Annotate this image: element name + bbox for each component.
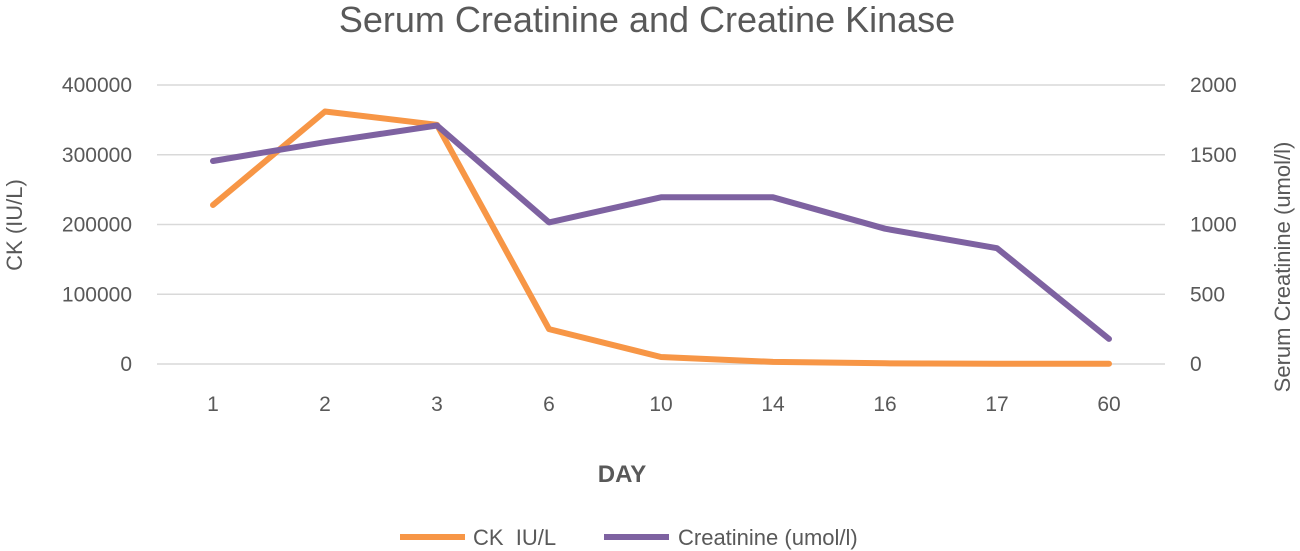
left-axis-label: CK (IU/L) [2, 179, 27, 271]
series-lines [210, 108, 1112, 367]
y-tick-label-left: 200000 [62, 214, 132, 237]
y-tick-label-left: 100000 [62, 283, 132, 306]
legend: CK IU/L Creatinine (umol/l) [400, 525, 858, 550]
y-tick-label-right: 2000 [1190, 74, 1237, 97]
y-tick-label-left: 0 [120, 353, 132, 376]
x-tick-label: 1 [207, 393, 219, 416]
left-y-axis-ticks: 0 100000 200000 300000 400000 [62, 74, 132, 376]
x-tick-label: 10 [649, 393, 672, 416]
x-tick-label: 6 [543, 393, 555, 416]
x-axis-label: DAY [598, 461, 646, 488]
y-tick-label-right: 0 [1190, 353, 1202, 376]
chart-title: Serum Creatinine and Creatine Kinase [339, 0, 955, 40]
x-tick-label: 60 [1097, 393, 1120, 416]
right-y-axis-ticks: 0 500 1000 1500 2000 [1190, 74, 1237, 376]
x-axis-ticks: 1 2 3 6 10 14 16 17 60 [207, 393, 1121, 416]
right-axis-label: Serum Creatinine (umol/l) [1270, 142, 1295, 393]
legend-label-creatinine: Creatinine (umol/l) [678, 525, 858, 550]
series-line-creatinine [210, 122, 1112, 342]
x-tick-label: 2 [319, 393, 331, 416]
x-tick-label: 17 [985, 393, 1008, 416]
x-tick-label: 3 [431, 393, 443, 416]
y-tick-label-right: 500 [1190, 283, 1225, 306]
legend-label-ck: CK IU/L [473, 525, 556, 550]
y-tick-label-right: 1500 [1190, 144, 1237, 167]
x-tick-label: 16 [873, 393, 896, 416]
series-line-ck [210, 108, 1112, 367]
y-tick-label-right: 1000 [1190, 214, 1237, 237]
x-tick-label: 14 [761, 393, 785, 416]
y-tick-label-left: 400000 [62, 74, 132, 97]
y-tick-label-left: 300000 [62, 144, 132, 167]
